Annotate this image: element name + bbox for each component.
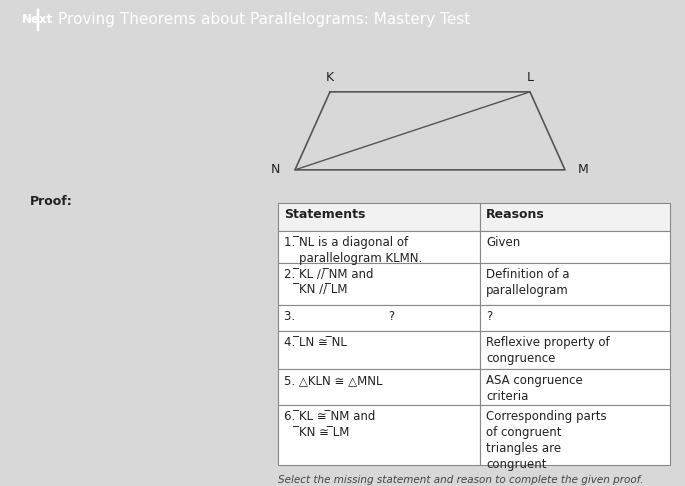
Text: ASA congruence
criteria: ASA congruence criteria <box>486 374 583 403</box>
Bar <box>278 263 480 305</box>
Text: Reflexive property of
congruence: Reflexive property of congruence <box>486 336 610 365</box>
Text: Corresponding parts
of congruent
triangles are
congruent: Corresponding parts of congruent triangl… <box>486 410 606 471</box>
Bar <box>278 405 480 465</box>
Text: Statements: Statements <box>284 208 365 221</box>
Bar <box>278 369 480 405</box>
Text: 3.                         ?: 3. ? <box>284 310 395 323</box>
Text: 5. △KLN ≅ △MNL: 5. △KLN ≅ △MNL <box>284 374 382 387</box>
Bar <box>278 231 480 263</box>
Bar <box>278 305 480 331</box>
Text: Given: Given <box>486 236 520 249</box>
Bar <box>480 231 670 263</box>
Bar <box>278 331 480 369</box>
Text: N: N <box>271 163 280 176</box>
Bar <box>480 331 670 369</box>
Bar <box>480 405 670 465</box>
Bar <box>480 263 670 305</box>
Text: Reasons: Reasons <box>486 208 545 221</box>
Text: 1. ̅NL is a diagonal of
    parallelogram KLMN.: 1. ̅NL is a diagonal of parallelogram KL… <box>284 236 422 265</box>
Text: 2. ̅KL ∕∕ ̅NM and
    ̅KN ∕∕ ̅LM: 2. ̅KL ∕∕ ̅NM and ̅KN ∕∕ ̅LM <box>284 268 373 297</box>
Text: ?: ? <box>486 310 492 323</box>
Text: Next: Next <box>22 14 53 26</box>
Text: 6. ̅KL ≅ ̅NM and
    ̅KN ≅ ̅LM: 6. ̅KL ≅ ̅NM and ̅KN ≅ ̅LM <box>284 410 375 439</box>
Bar <box>480 305 670 331</box>
Text: L: L <box>527 71 534 84</box>
Text: Select the missing statement and reason to complete the given proof.: Select the missing statement and reason … <box>278 475 643 485</box>
Bar <box>480 203 670 231</box>
Text: K: K <box>326 71 334 84</box>
Text: M: M <box>578 163 588 176</box>
Text: Definition of a
parallelogram: Definition of a parallelogram <box>486 268 569 297</box>
Bar <box>278 203 480 231</box>
Text: Proof:: Proof: <box>30 195 73 208</box>
Text: Proving Theorems about Parallelograms: Mastery Test: Proving Theorems about Parallelograms: M… <box>58 13 470 27</box>
Text: 4. ̅LN ≅ ̅NL: 4. ̅LN ≅ ̅NL <box>284 336 347 349</box>
Bar <box>480 369 670 405</box>
